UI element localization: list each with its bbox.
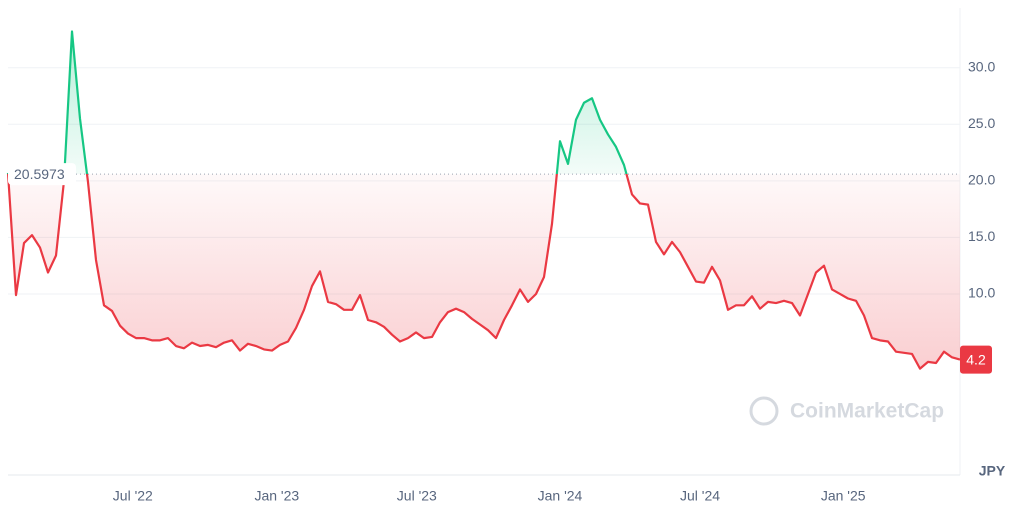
y-tick-label: 20.0 [968,172,995,188]
x-tick-label: Jul '24 [680,488,720,504]
y-tick-label: 10.0 [968,285,995,301]
watermark: CoinMarketCap [749,396,944,426]
price-line [6,30,961,370]
x-tick-label: Jan '23 [254,488,299,504]
x-tick-label: Jan '24 [538,488,583,504]
area [8,31,960,369]
x-tick-label: Jul '23 [397,488,437,504]
baseline-label: 20.5973 [14,166,65,182]
last-price-badge [960,345,992,374]
y-tick-label: 30.0 [968,58,995,74]
watermark-text: CoinMarketCap [790,400,944,423]
currency-label: JPY [979,463,1006,479]
x-tick-label: Jul '22 [113,488,153,504]
x-tick-label: Jan '25 [821,488,866,504]
y-tick-label: 25.0 [968,115,995,131]
baseline-label-bg [8,163,76,186]
y-tick-label: 15.0 [968,228,995,244]
last-price-label: 4.2 [966,351,986,367]
